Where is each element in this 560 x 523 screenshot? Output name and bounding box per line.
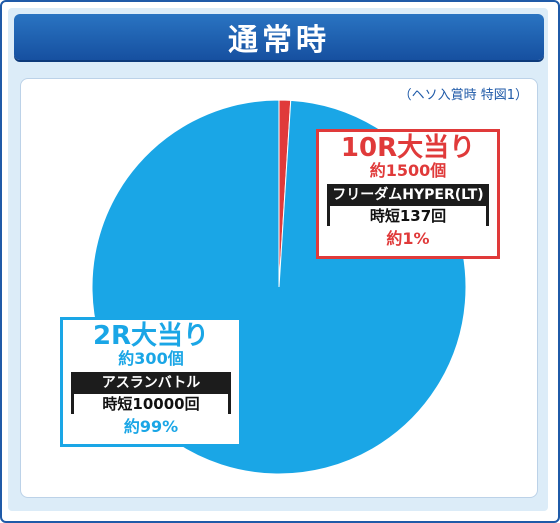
callout-2r-jitan: 時短10000回	[74, 394, 228, 414]
page-title: 通常時	[228, 23, 330, 58]
callout-2r-mode: アスランバトル	[101, 375, 201, 391]
callout-10r-count: 約1500個	[369, 161, 447, 180]
callout-10r-mode: フリーダムHYPER(LT)	[332, 187, 484, 203]
callout-10r: 10R大当り 約1500個 フリーダムHYPER(LT) 時短137回 約1%	[316, 129, 500, 259]
callout-10r-percent: 約1%	[386, 229, 430, 248]
callout-2r-title: 2R大当り	[92, 321, 210, 351]
callout-10r-mode-box: フリーダムHYPER(LT) 時短137回	[327, 184, 489, 226]
callout-2r-mode-box: アスランバトル 時短10000回	[71, 372, 231, 414]
chart-note: （ヘソ入賞時 特図1）	[398, 88, 528, 103]
callout-2r-count: 約300個	[118, 349, 184, 368]
callout-2r-percent: 約99%	[123, 417, 179, 436]
callout-2r: 2R大当り 約300個 アスランバトル 時短10000回 約99%	[60, 317, 242, 447]
callout-10r-title: 10R大当り	[340, 133, 476, 163]
title-bar: 通常時	[14, 14, 544, 60]
callout-10r-jitan: 時短137回	[330, 206, 486, 226]
